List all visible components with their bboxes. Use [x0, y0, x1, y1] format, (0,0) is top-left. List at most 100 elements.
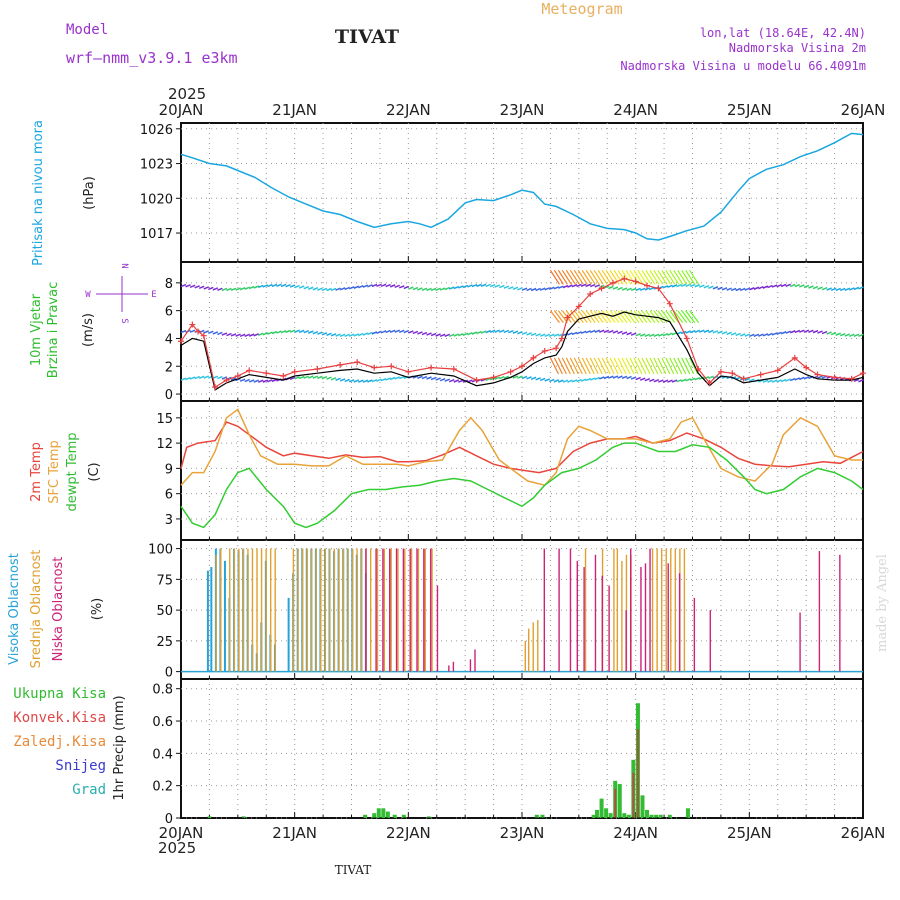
wind-direction-mark — [371, 378, 378, 383]
bottom-time-label: 23JAN — [500, 824, 545, 842]
wind-gust-point — [683, 335, 690, 342]
wind-direction-mark — [248, 379, 255, 383]
wind-direction-mark — [376, 330, 382, 335]
wind-gust-point — [729, 370, 736, 377]
clouds-ytick-label: 75 — [156, 573, 173, 588]
wind-direction-mark — [621, 331, 628, 335]
wind-direction-mark — [571, 284, 578, 288]
wind-gust-point — [371, 364, 378, 371]
precip-bar — [401, 814, 406, 818]
wind-direction-mark — [549, 378, 555, 383]
wind-direction-mark — [503, 375, 510, 380]
wind-direction-mark — [335, 287, 341, 291]
wind-direction-mark — [535, 287, 541, 292]
wind-gust-point — [223, 377, 230, 384]
wind-direction-mark — [817, 286, 823, 290]
wind-gust-point — [473, 377, 480, 384]
wind-direction-mark — [235, 287, 241, 291]
wind-ytick-label: 0 — [165, 388, 173, 403]
wind-direction-mark — [426, 287, 432, 292]
wind-direction-mark — [605, 357, 615, 375]
precip-bar — [381, 808, 386, 818]
wind-direction-mark — [762, 379, 769, 383]
wind-direction-mark — [230, 333, 237, 337]
wind-direction-mark — [412, 375, 419, 379]
bottom-time-label: 24JAN — [613, 824, 658, 842]
wind-direction-mark — [821, 330, 828, 335]
wind-direction-mark — [689, 329, 696, 334]
wind-direction-mark — [685, 270, 696, 285]
wind-direction-mark — [562, 379, 569, 383]
wind-direction-mark — [526, 376, 532, 380]
wind-direction-mark — [503, 285, 510, 289]
cloud-ylabel3: Niska Oblacnost — [51, 557, 66, 662]
wind-direction-mark — [637, 310, 648, 324]
wind-direction-mark — [253, 379, 260, 383]
pressure-units: (hPa) — [82, 176, 97, 210]
temperature-ytick-label: 15 — [156, 412, 173, 427]
wind-direction-mark — [794, 283, 801, 288]
bottom-time-labels: 20JAN 21JAN 22JAN 23JAN 24JAN 25JAN 26JAN — [159, 824, 886, 842]
wind-gust-point — [740, 375, 747, 382]
wind-direction-mark — [258, 379, 264, 383]
wind-direction-mark — [389, 284, 396, 288]
wind-direction-mark — [553, 270, 564, 285]
wind-direction-mark — [380, 330, 387, 334]
wind-direction-mark — [744, 377, 751, 382]
wind-direction-mark — [485, 377, 491, 382]
wind-direction-mark — [785, 330, 791, 334]
precip-bar — [599, 798, 604, 818]
precip-legend-item: Ukupna Kisa — [13, 686, 106, 702]
wind-direction-mark — [435, 377, 441, 381]
wind-direction-mark — [581, 357, 591, 375]
wind-direction-mark — [358, 332, 364, 337]
wind-direction-mark — [673, 270, 684, 285]
wind-direction-mark — [835, 332, 841, 336]
wind-direction-mark — [312, 330, 319, 335]
wind-direction-mark — [776, 379, 782, 383]
wind-direction-mark — [853, 286, 860, 291]
wind-direction-mark — [858, 379, 864, 383]
wind-direction-mark — [639, 287, 646, 291]
wind-direction-mark — [417, 287, 423, 291]
wind-direction-mark — [448, 378, 455, 383]
wind-direction-mark — [235, 377, 241, 382]
wind-direction-mark — [685, 357, 695, 375]
wind-gust-point — [519, 363, 525, 370]
wind-direction-mark — [589, 377, 596, 381]
wind-direction-mark — [565, 310, 576, 324]
wind-direction-mark — [799, 329, 805, 333]
precip-ytick-label: 0 — [165, 812, 173, 827]
wind-direction-mark — [699, 329, 705, 333]
wind-direction-mark — [408, 330, 414, 334]
wind-direction-mark — [609, 270, 620, 285]
wind-direction-mark — [312, 287, 319, 291]
wind-direction-mark — [799, 376, 805, 381]
wind-direction-mark — [749, 378, 755, 382]
precip-legend-item: Konvek.Kisa — [13, 710, 106, 726]
wind-direction-mark — [530, 332, 537, 337]
wind-direction-mark — [208, 330, 214, 335]
wind-direction-mark — [521, 375, 528, 380]
wind-direction-mark — [569, 357, 579, 375]
wind-direction-mark — [398, 329, 405, 333]
temperature-panel: 3 6 9 12 15 — [156, 400, 864, 541]
wind-direction-mark — [330, 333, 337, 337]
wind-direction-mark — [539, 377, 546, 382]
wind-direction-mark — [353, 333, 360, 337]
wind-direction-mark — [577, 270, 588, 285]
wind-direction-mark — [185, 284, 191, 288]
temperature-ytick-label: 3 — [165, 513, 173, 528]
temperature-ytick-label: 9 — [165, 462, 173, 477]
wind-direction-mark — [367, 284, 373, 288]
temp-ylabel2: SFC Temp — [47, 440, 62, 504]
wind-direction-mark — [444, 286, 450, 291]
wind-direction-mark — [426, 376, 432, 380]
wind-direction-mark — [658, 333, 664, 337]
wind-direction-mark — [285, 283, 291, 288]
wind-direction-mark — [362, 332, 369, 336]
wind-direction-mark — [553, 310, 564, 324]
wind-direction-mark — [839, 287, 846, 292]
wind-direction-mark — [776, 331, 782, 336]
